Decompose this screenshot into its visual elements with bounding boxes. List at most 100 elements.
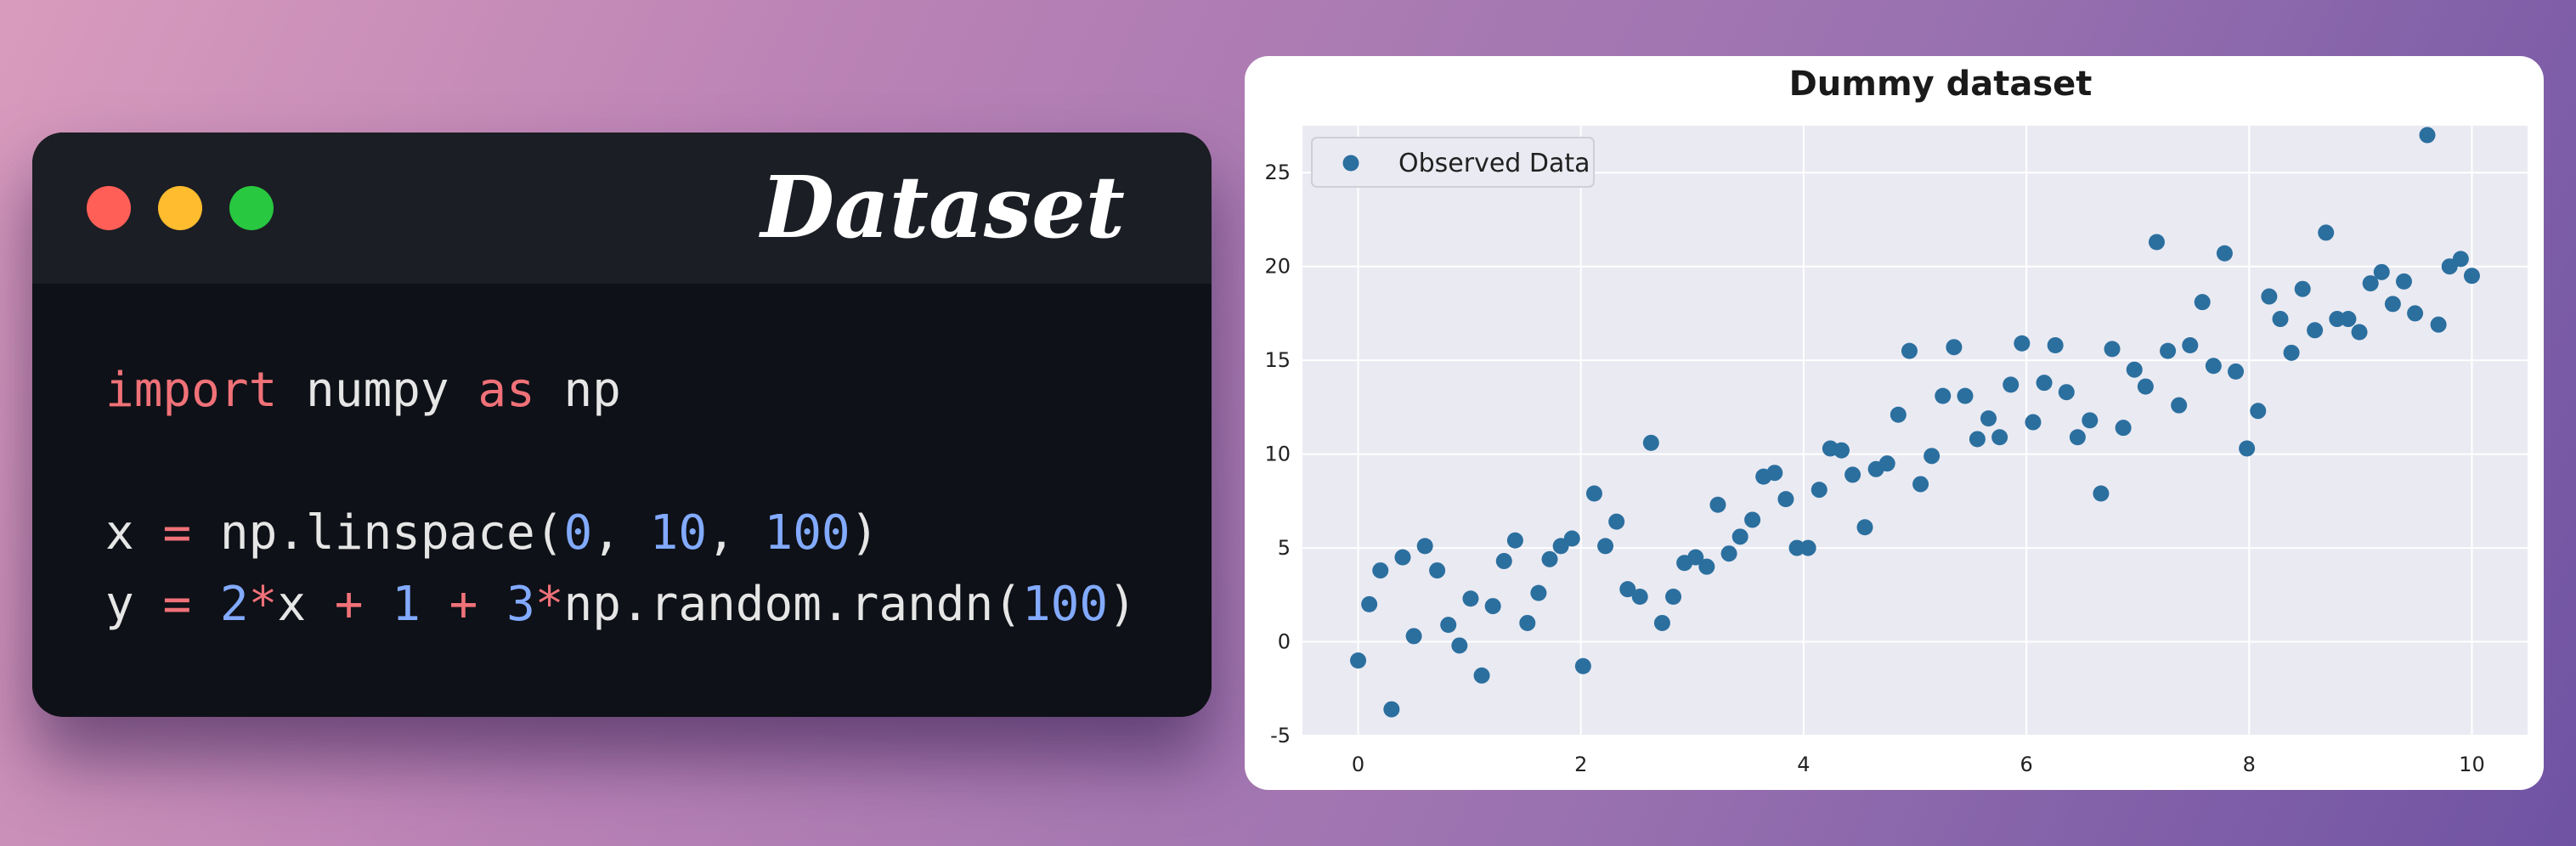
code-token: 100 (764, 505, 850, 561)
data-point (1619, 581, 1636, 598)
data-point (2340, 311, 2357, 328)
data-point (1585, 485, 1602, 502)
data-point (2093, 485, 2110, 502)
data-point (1991, 429, 2008, 446)
close-window-dot-icon[interactable] (87, 186, 131, 230)
data-point (2362, 275, 2379, 292)
code-token: 100 (1021, 577, 1109, 632)
scatter-plot: Dummy dataset 0 2 4 6 8 10 -5 0 5 10 15 20 25 Observed… (1264, 65, 2528, 776)
data-point (1878, 455, 1895, 472)
x-tick-label: 8 (2243, 753, 2256, 776)
data-point (2452, 251, 2469, 268)
data-point (1709, 496, 1726, 513)
data-point (1473, 667, 1490, 684)
code-token: import (105, 363, 278, 418)
data-point (1506, 532, 1523, 549)
code-token: np.random.randn( (563, 577, 1022, 632)
data-point (1541, 550, 1558, 567)
code-token: + (334, 577, 364, 632)
data-point (2194, 294, 2211, 311)
y-tick-label: 10 (1264, 443, 1291, 466)
data-point (1766, 465, 1783, 482)
x-tick-label: 4 (1797, 753, 1810, 776)
code-line: x = np.linspace(0, 10, 100) (105, 498, 1137, 569)
y-tick-label: -5 (1270, 724, 1291, 747)
code-token: x (277, 577, 335, 632)
data-point (2025, 414, 2042, 431)
y-tick-label: 5 (1278, 536, 1291, 560)
data-point (1597, 538, 1614, 555)
data-point (2115, 420, 2132, 437)
legend-box (1311, 137, 1595, 188)
data-point (2058, 384, 2075, 401)
code-block: import numpy as np x = np.linspace(0, 10,… (105, 355, 1137, 640)
data-point (1394, 549, 1411, 566)
data-point (1946, 339, 1963, 356)
data-point (2307, 322, 2324, 339)
code-token: np (534, 363, 621, 418)
data-point (1788, 539, 1805, 556)
data-point (2329, 311, 2346, 328)
data-point (1383, 701, 1400, 718)
chart-title: Dummy dataset (1789, 65, 2093, 104)
minimize-window-dot-icon[interactable] (158, 186, 202, 230)
code-token: ) (850, 505, 879, 561)
data-point (1372, 562, 1389, 579)
data-point (2463, 268, 2480, 285)
data-point (1935, 387, 1952, 404)
code-token: + (449, 577, 478, 632)
data-point (2104, 341, 2121, 358)
data-point (1519, 614, 1536, 631)
code-token: x (105, 505, 163, 561)
data-point (2373, 263, 2390, 280)
data-point (1462, 590, 1479, 607)
code-token: 10 (649, 505, 708, 561)
code-token: y (105, 577, 163, 632)
x-tick-label: 0 (1352, 753, 1364, 776)
code-token: 3 (506, 577, 535, 632)
maximize-window-dot-icon[interactable] (229, 186, 274, 230)
data-point (2036, 375, 2053, 392)
data-point (1957, 387, 1974, 404)
data-point (1799, 539, 1816, 556)
data-point (2294, 280, 2311, 297)
code-card-header: Dataset (32, 133, 1212, 284)
data-point (2047, 336, 2064, 353)
plot-area (1302, 126, 2528, 736)
data-point (1901, 342, 1918, 359)
code-line (105, 426, 1137, 498)
data-point (1856, 519, 1873, 536)
code-token (477, 577, 506, 632)
x-tick-label: 2 (1574, 753, 1587, 776)
code-token: ) (1108, 577, 1137, 632)
data-point (1361, 595, 1378, 612)
code-token: , (707, 505, 765, 561)
code-line: y = 2*x + 1 + 3*np.random.randn(100) (105, 569, 1137, 640)
code-token: as (477, 363, 535, 418)
data-point (1924, 448, 1940, 465)
data-point (2069, 429, 2086, 446)
data-point (2182, 336, 2199, 353)
data-point (2082, 412, 2099, 429)
code-token (421, 577, 449, 632)
data-point (1405, 628, 1422, 645)
data-point (1844, 466, 1861, 483)
data-point (2126, 361, 2143, 378)
data-point (2205, 358, 2222, 375)
code-token: * (534, 577, 564, 632)
data-point (2272, 311, 2289, 328)
data-point (1698, 558, 1715, 575)
code-token: * (248, 577, 278, 632)
data-point (2283, 344, 2300, 361)
x-tick-label: 6 (2020, 753, 2032, 776)
code-card-title: Dataset (760, 157, 1125, 257)
data-point (1574, 657, 1591, 674)
data-point (1969, 431, 1986, 448)
y-tick-label: 15 (1264, 348, 1291, 372)
data-point (1495, 553, 1512, 570)
data-point (2137, 378, 2154, 395)
data-point (2261, 288, 2278, 305)
data-point (1912, 476, 1929, 493)
data-point (2216, 245, 2233, 262)
data-point (1687, 549, 1704, 566)
